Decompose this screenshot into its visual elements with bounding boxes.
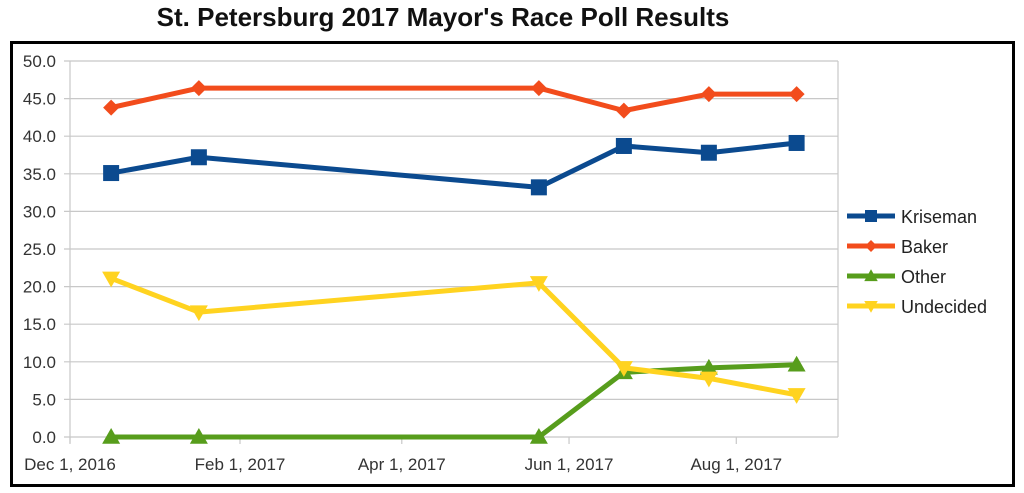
legend-label: Undecided xyxy=(901,297,987,317)
data-point-kriseman xyxy=(615,137,632,154)
data-point-kriseman xyxy=(190,149,207,166)
x-tick-label: Jun 1, 2017 xyxy=(525,455,614,474)
legend-item-undecided: Undecided xyxy=(847,297,987,317)
y-tick-label: 25.0 xyxy=(23,240,56,259)
legend-swatch-marker xyxy=(864,269,878,282)
series-baker xyxy=(103,80,805,119)
y-tick-label: 45.0 xyxy=(23,90,56,109)
axes xyxy=(69,61,839,444)
data-point-other xyxy=(787,355,806,372)
data-point-baker xyxy=(530,80,547,97)
y-tick-label: 50.0 xyxy=(23,52,56,71)
series-line-other xyxy=(111,362,797,440)
data-point-other xyxy=(529,428,548,444)
x-tick-label: Aug 1, 2017 xyxy=(690,455,782,474)
data-point-kriseman xyxy=(700,144,717,161)
legend-item-baker: Baker xyxy=(847,237,948,257)
legend-swatch-marker xyxy=(865,240,877,252)
legend-item-other: Other xyxy=(847,267,946,287)
series-undecided xyxy=(102,271,806,404)
legend-item-kriseman: Kriseman xyxy=(847,207,977,227)
series-line-undecided xyxy=(110,275,798,398)
data-point-other xyxy=(102,428,121,444)
series-line-baker xyxy=(110,85,797,114)
y-tick-label: 0.0 xyxy=(32,428,56,447)
data-point-undecided xyxy=(102,271,121,288)
y-tick-label: 20.0 xyxy=(23,278,56,297)
data-point-undecided xyxy=(189,305,208,322)
data-point-kriseman xyxy=(788,134,805,151)
y-tick-label: 30.0 xyxy=(23,202,56,221)
legend-swatch-marker xyxy=(864,300,878,313)
legend: Kriseman Baker Other Undecided xyxy=(847,207,987,317)
chart-frame xyxy=(10,41,1015,487)
data-point-other xyxy=(189,428,208,444)
series-line-kriseman xyxy=(110,140,797,190)
data-point-kriseman xyxy=(103,165,120,182)
x-tick-label: Apr 1, 2017 xyxy=(358,455,446,474)
x-tick-label: Dec 1, 2016 xyxy=(24,455,116,474)
series-layer xyxy=(102,80,806,444)
data-point-baker xyxy=(190,80,207,97)
data-point-undecided xyxy=(699,371,718,388)
x-tick-labels: Dec 1, 2016 Feb 1, 2017 Apr 1, 2017 Jun 1, … xyxy=(24,455,782,474)
y-tick-labels: 0.0 5.0 10.0 15.0 20.0 25.0 30.0 35.0 40.0 45.0 50… xyxy=(23,52,56,447)
x-tick-label: Feb 1, 2017 xyxy=(195,455,286,474)
legend-swatch-marker xyxy=(865,210,877,222)
y-tick-label: 40.0 xyxy=(23,127,56,146)
y-tick-label: 35.0 xyxy=(23,165,56,184)
data-point-undecided xyxy=(787,388,806,404)
y-tick-label: 5.0 xyxy=(32,390,56,409)
data-point-undecided xyxy=(614,361,633,377)
data-point-baker xyxy=(615,102,632,119)
data-point-baker xyxy=(788,86,805,103)
legend-label: Other xyxy=(901,267,946,287)
legend-label: Kriseman xyxy=(901,207,977,227)
series-kriseman xyxy=(103,134,805,196)
data-point-baker xyxy=(700,86,717,103)
data-point-other xyxy=(699,358,718,375)
chart-title: St. Petersburg 2017 Mayor's Race Poll Re… xyxy=(156,2,730,32)
data-point-baker xyxy=(103,99,120,116)
y-tick-label: 15.0 xyxy=(23,315,56,334)
y-tick-label: 10.0 xyxy=(23,353,56,372)
data-point-undecided xyxy=(529,276,548,292)
legend-label: Baker xyxy=(901,237,948,257)
data-point-kriseman xyxy=(530,179,547,196)
